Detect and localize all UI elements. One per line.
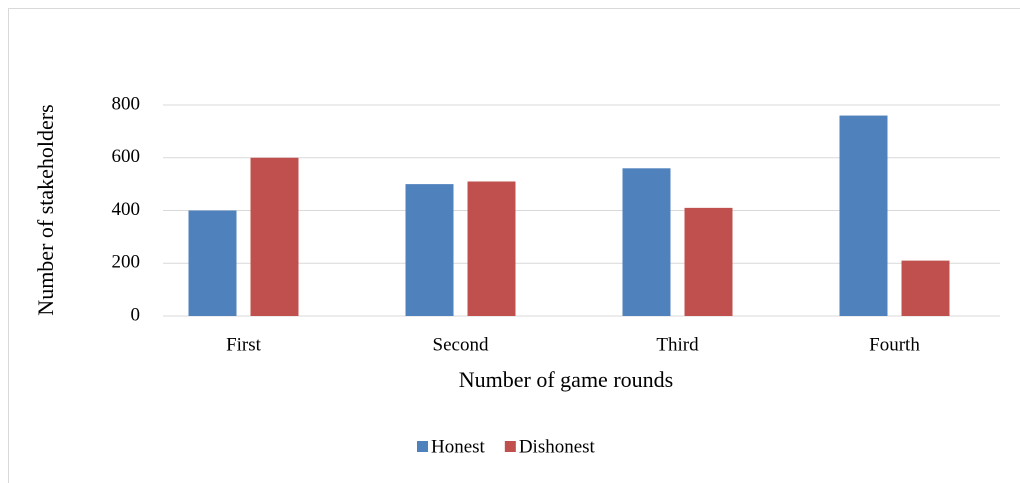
y-tick-label: 200 xyxy=(112,252,141,273)
legend-swatch xyxy=(504,441,516,452)
y-tick-label: 0 xyxy=(131,304,141,325)
bar xyxy=(684,207,733,316)
bar xyxy=(188,210,237,316)
x-tick-label: First xyxy=(226,334,262,355)
y-axis-title: Number of stakeholders xyxy=(33,104,58,315)
x-axis-title: Number of game rounds xyxy=(459,367,673,392)
legend-label: Honest xyxy=(431,436,486,457)
bar xyxy=(405,184,454,316)
y-tick-label: 800 xyxy=(112,93,141,114)
bar xyxy=(901,260,950,316)
legend-swatch xyxy=(417,441,428,452)
bar xyxy=(250,157,299,316)
bar xyxy=(467,181,516,316)
x-tick-label: Third xyxy=(656,334,699,355)
y-tick-label: 400 xyxy=(112,199,141,220)
y-tick-label: 600 xyxy=(112,146,141,167)
x-tick-label: Fourth xyxy=(869,334,920,355)
x-tick-label: Second xyxy=(433,334,489,355)
bar xyxy=(622,168,671,316)
bar xyxy=(839,115,888,316)
legend-label: Dishonest xyxy=(519,436,596,457)
